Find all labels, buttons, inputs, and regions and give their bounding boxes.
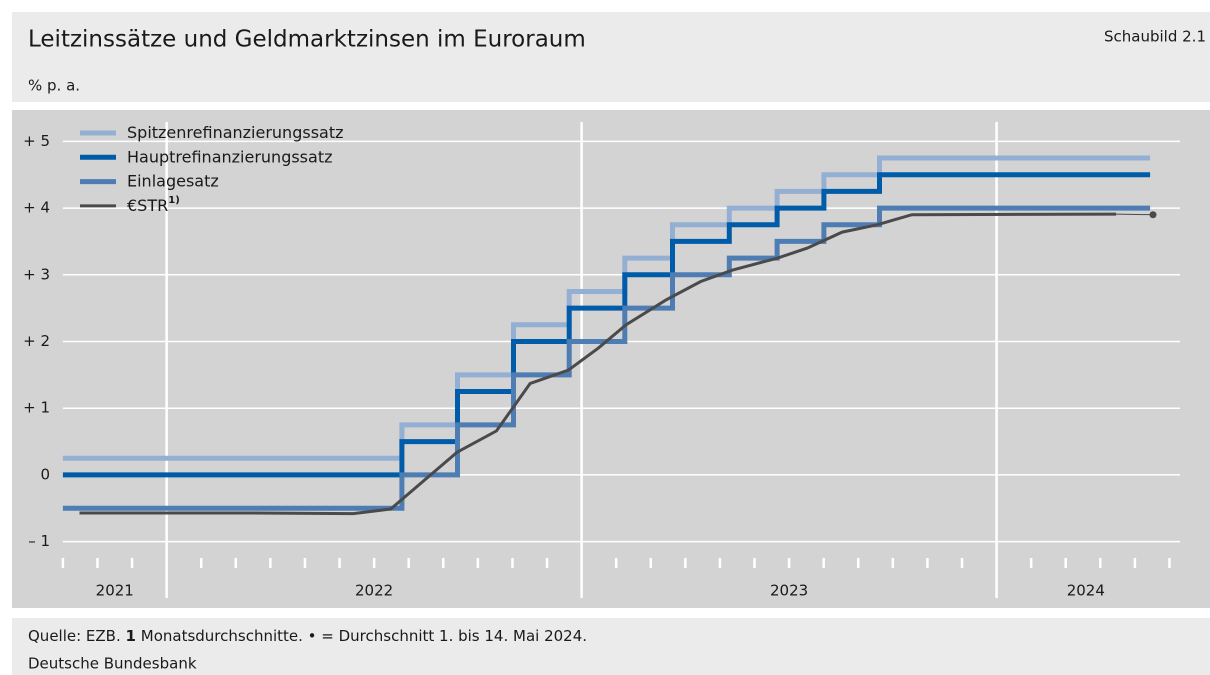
x-tick-label: 2023 xyxy=(770,582,808,600)
chart-title: Leitzinssätze und Geldmarktzinsen im Eur… xyxy=(28,27,586,53)
publisher: Deutsche Bundesbank xyxy=(28,655,197,673)
plot-panel xyxy=(12,110,1210,608)
legend-name: Spitzenrefinanzierungssatz xyxy=(127,123,344,142)
series-line xyxy=(62,205,1151,511)
legend-label: €STR1) xyxy=(127,195,180,215)
connector xyxy=(1116,213,1154,216)
source: Quelle: EZB. xyxy=(28,627,121,645)
x-tick-label: 2021 xyxy=(96,582,134,600)
header-panel xyxy=(12,12,1210,102)
legend-label: Spitzenrefinanzierungssatz xyxy=(127,123,344,142)
legend-label: Hauptrefinanzierungssatz xyxy=(127,147,333,166)
x-tick-label: 2024 xyxy=(1067,582,1105,600)
y-tick-label: + 4 xyxy=(23,199,50,217)
legend-note: 1) xyxy=(168,195,180,206)
y-tick-label: + 1 xyxy=(23,399,50,417)
footer-panel xyxy=(12,618,1210,675)
unit-label: % p. a. xyxy=(28,77,80,95)
y-tick-label: + 5 xyxy=(23,132,50,150)
x-tick-label: 2022 xyxy=(355,582,393,600)
legend-name: Hauptrefinanzierungssatz xyxy=(127,147,333,166)
point-marker xyxy=(1149,211,1157,219)
y-tick-label: – 1 xyxy=(28,532,50,550)
figure-label: Schaubild 2.1 xyxy=(1104,28,1206,46)
legend-name: €STR xyxy=(127,195,168,214)
footnote-text: Monatsdurchschnitte. • = Durchschnitt 1.… xyxy=(141,627,587,645)
footnote: Quelle: EZB. 1 Monatsdurchschnitte. • = … xyxy=(28,627,587,645)
series-line xyxy=(62,172,1151,478)
legend-name: Einlagesatz xyxy=(127,171,219,190)
series-line xyxy=(79,212,1117,516)
y-tick-label: + 3 xyxy=(23,265,50,283)
legend-label: Einlagesatz xyxy=(127,171,219,190)
y-tick-label: 0 xyxy=(40,465,50,483)
y-tick-label: + 2 xyxy=(23,332,50,350)
plot-area: + 5 + 4 + 3 + 2 + 1 0 – 1 2021 2022 2023 2024 Spitz… xyxy=(23,122,1180,600)
footnote-number: 1 xyxy=(126,627,136,645)
